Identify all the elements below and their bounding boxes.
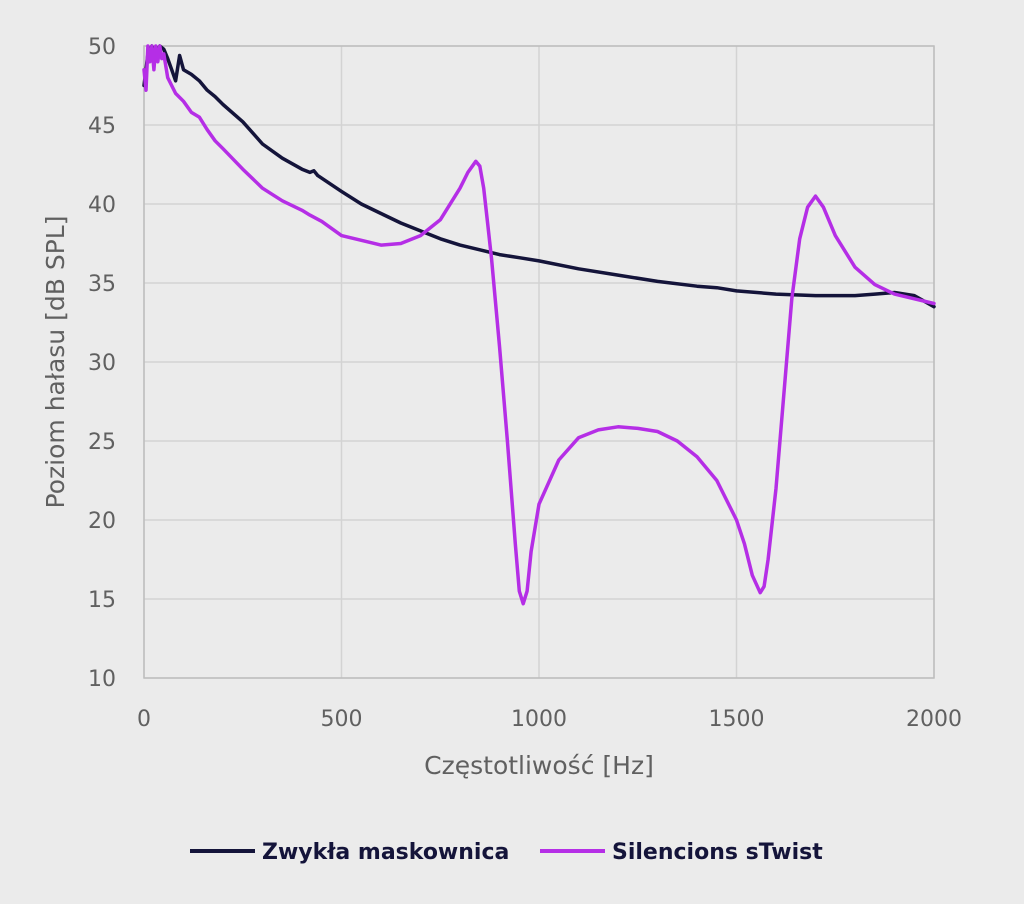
x-tick-label-0: 0 bbox=[137, 707, 151, 732]
legend-label-1: Silencions sTwist bbox=[612, 840, 823, 865]
series-layer bbox=[142, 44, 936, 606]
legend-item-1: Silencions sTwist bbox=[540, 840, 823, 865]
x-axis-title: Częstotliwość [Hz] bbox=[424, 751, 654, 780]
y-axis-title: Poziom hałasu [dB SPL] bbox=[41, 216, 70, 509]
x-tick-label-2: 1000 bbox=[511, 707, 567, 732]
y-tick-label-1: 15 bbox=[88, 588, 116, 613]
legend-label-0: Zwykła maskownica bbox=[262, 840, 509, 865]
y-tick-label-8: 50 bbox=[88, 35, 116, 60]
x-tick-label-4: 2000 bbox=[906, 707, 962, 732]
grid bbox=[143, 45, 935, 679]
legend-item-0: Zwykła maskownica bbox=[190, 840, 509, 865]
x-axis-tick-labels: 0 500 1000 1500 2000 bbox=[137, 707, 962, 732]
y-tick-label-7: 45 bbox=[88, 114, 116, 139]
legend: Zwykła maskownica Silencions sTwist bbox=[190, 840, 823, 865]
plot-area-border bbox=[143, 45, 935, 679]
y-tick-label-2: 20 bbox=[88, 509, 116, 534]
y-tick-label-6: 40 bbox=[88, 193, 116, 218]
x-tick-label-3: 1500 bbox=[709, 707, 765, 732]
series-line-0 bbox=[142, 44, 936, 309]
y-axis-tick-labels: 10 15 20 25 30 35 40 45 50 bbox=[88, 35, 116, 692]
y-tick-label-5: 35 bbox=[88, 272, 116, 297]
y-tick-label-3: 25 bbox=[88, 430, 116, 455]
series-line-1 bbox=[142, 44, 936, 606]
x-tick-label-1: 500 bbox=[321, 707, 363, 732]
y-tick-label-0: 10 bbox=[88, 667, 116, 692]
y-tick-label-4: 30 bbox=[88, 351, 116, 376]
